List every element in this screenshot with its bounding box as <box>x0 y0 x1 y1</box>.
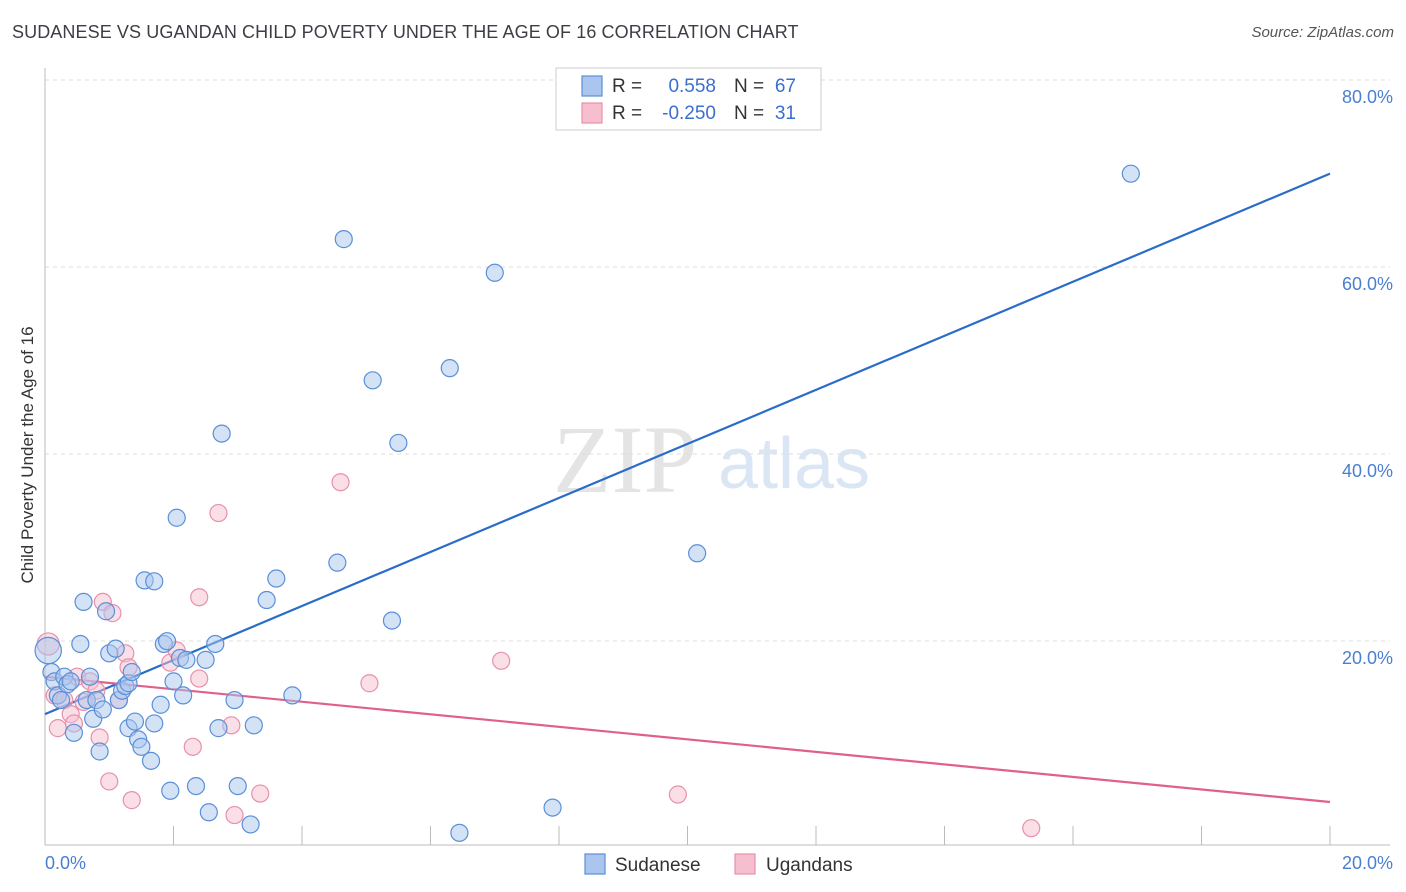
data-point-sudanese <box>244 716 263 735</box>
series-legend: Sudanese Ugandans <box>584 853 853 876</box>
data-point-sudanese <box>96 602 116 621</box>
y-tick-label: 80.0% <box>1342 87 1393 107</box>
data-point-ugandans <box>209 503 228 523</box>
data-point-sudanese <box>543 798 562 817</box>
correlation-legend: R = 0.558 N = 67 R = -0.250 N = 31 <box>555 67 822 131</box>
legend-swatch-ugandans <box>581 102 603 124</box>
y-tick-label: 60.0% <box>1342 274 1393 294</box>
data-point-ugandans <box>100 772 119 791</box>
data-point-sudanese <box>145 714 164 733</box>
data-point-sudanese <box>382 611 402 630</box>
data-point-sudanese <box>267 569 286 588</box>
data-point-sudanese <box>328 553 347 572</box>
data-point-sudanese <box>145 572 164 591</box>
data-point-ugandans <box>190 588 209 607</box>
data-point-sudanese <box>167 508 186 527</box>
y-tick-label: 40.0% <box>1342 461 1393 481</box>
data-point-ugandans <box>251 784 270 803</box>
data-point-ugandans <box>122 791 141 810</box>
data-point-ugandans <box>225 805 244 825</box>
data-point-sudanese <box>177 650 196 669</box>
legend-n-label: N = <box>734 103 764 124</box>
data-point-ugandans <box>183 737 202 756</box>
data-point-sudanese <box>283 686 302 705</box>
data-point-ugandans <box>48 719 67 738</box>
data-point-sudanese <box>485 263 504 282</box>
data-point-sudanese <box>363 371 382 390</box>
legend-swatch-ugandans <box>734 853 756 875</box>
axes <box>44 68 1390 846</box>
x-tick-label: 0.0% <box>45 853 86 873</box>
watermark-zip: ZIP <box>553 406 697 513</box>
data-point-sudanese <box>157 632 177 651</box>
trend-line-ugandans <box>44 675 1331 804</box>
legend-label-ugandans: Ugandans <box>766 855 853 876</box>
data-point-sudanese <box>80 667 100 686</box>
data-point-sudanese <box>334 230 353 249</box>
data-point-sudanese <box>174 686 193 705</box>
data-point-ugandans <box>668 785 687 804</box>
legend-swatch-sudanese <box>584 853 606 875</box>
data-point-ugandans <box>360 674 379 693</box>
data-point-sudanese <box>106 639 125 658</box>
y-tick-label: 20.0% <box>1342 648 1393 668</box>
legend-label-sudanese: Sudanese <box>615 855 701 876</box>
data-point-sudanese <box>93 700 112 719</box>
watermark-atlas: atlas <box>718 424 870 504</box>
data-point-sudanese <box>161 781 180 800</box>
data-point-sudanese <box>257 590 276 610</box>
data-point-sudanese <box>164 672 183 691</box>
data-point-sudanese <box>688 544 707 563</box>
data-points <box>34 164 1140 842</box>
data-point-sudanese <box>225 690 244 710</box>
data-point-sudanese <box>64 723 84 742</box>
data-point-sudanese <box>34 636 62 665</box>
data-point-sudanese <box>90 742 109 761</box>
data-point-sudanese <box>132 737 151 756</box>
data-point-sudanese <box>209 719 228 738</box>
source-label: Source: ZipAtlas.com <box>1251 24 1394 41</box>
data-point-sudanese <box>440 359 459 378</box>
data-point-sudanese <box>212 424 231 443</box>
x-tick-label: 20.0% <box>1342 853 1393 873</box>
data-point-sudanese <box>450 823 469 842</box>
data-point-ugandans <box>492 651 511 670</box>
data-point-sudanese <box>389 433 408 453</box>
legend-n-value-ugandans: 31 <box>775 103 796 124</box>
data-point-ugandans <box>1022 819 1041 838</box>
legend-r-label: R = <box>612 103 642 124</box>
data-point-sudanese <box>199 803 218 822</box>
data-point-sudanese <box>141 751 161 770</box>
data-point-ugandans <box>331 473 350 492</box>
legend-r-value-sudanese: 0.558 <box>668 76 716 97</box>
data-point-sudanese <box>151 695 170 714</box>
legend-n-label: N = <box>734 76 764 97</box>
data-point-sudanese <box>186 776 206 796</box>
trend-lines <box>44 172 1331 804</box>
data-point-sudanese <box>74 592 93 612</box>
chart-title: SUDANESE VS UGANDAN CHILD POVERTY UNDER … <box>12 22 799 42</box>
trend-line-sudanese <box>44 172 1331 716</box>
legend-swatch-sudanese <box>581 75 603 97</box>
data-point-sudanese <box>51 690 71 710</box>
legend-n-value-sudanese: 67 <box>775 76 796 97</box>
legend-r-label: R = <box>612 76 642 97</box>
data-point-sudanese <box>125 712 145 731</box>
data-point-sudanese <box>61 672 80 691</box>
y-tick-labels: 20.0% 40.0% 60.0% 80.0% <box>1342 87 1393 668</box>
gridlines <box>45 79 1390 642</box>
x-tick-labels: 0.0% 20.0% <box>45 853 1393 873</box>
data-point-ugandans <box>190 669 209 688</box>
data-point-sudanese <box>241 815 260 834</box>
legend-r-value-ugandans: -0.250 <box>662 103 716 124</box>
data-point-sudanese <box>122 662 141 682</box>
data-point-sudanese <box>228 776 247 796</box>
data-point-sudanese <box>206 634 225 654</box>
data-point-sudanese <box>1121 164 1140 183</box>
data-point-sudanese <box>196 650 215 669</box>
data-point-sudanese <box>71 634 90 654</box>
